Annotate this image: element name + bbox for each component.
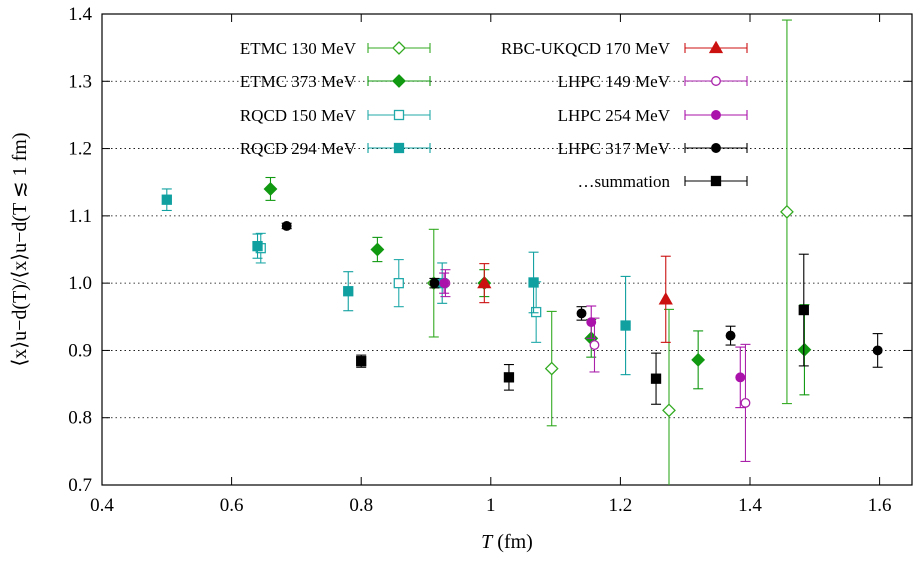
data-point	[477, 275, 492, 289]
data-point	[439, 278, 450, 289]
data-point	[586, 317, 597, 328]
x-tick-label: 1.2	[609, 495, 633, 516]
x-tick-label: 0.8	[349, 495, 373, 516]
legend-marker	[710, 175, 722, 187]
data-point	[780, 204, 794, 219]
y-tick-label: 0.9	[68, 340, 92, 361]
legend-label: ETMC 130 MeV	[240, 39, 357, 58]
data-point	[589, 340, 600, 350]
data-point	[356, 356, 367, 367]
data-point	[370, 242, 385, 257]
plot-frame	[101, 13, 913, 486]
data-point	[252, 240, 263, 252]
data-point	[263, 182, 278, 196]
y-tick-label: 1.4	[68, 4, 92, 25]
series-4	[477, 255, 673, 343]
data-point	[658, 291, 673, 305]
x-axis-label: T (fm)	[481, 531, 533, 553]
legend-marker	[392, 41, 406, 55]
legend-marker	[393, 142, 405, 154]
data-point	[735, 372, 746, 383]
data-point	[429, 278, 440, 289]
y-tick-label: 0.8	[68, 408, 92, 429]
data-point	[528, 277, 539, 288]
legend-item-3: RQCD 294 MeV	[240, 139, 431, 158]
data-point	[740, 397, 751, 408]
data-point	[650, 373, 662, 384]
x-tick-label: 1.6	[868, 495, 892, 516]
data-series	[161, 19, 883, 485]
legend-label: LHPC 317 MeV	[558, 139, 671, 158]
data-point	[620, 320, 631, 331]
data-point	[576, 308, 587, 319]
legend-label: RQCD 150 MeV	[240, 106, 357, 125]
data-point	[662, 403, 676, 418]
x-tick-label: 1	[486, 495, 496, 516]
x-tick-label: 0.4	[90, 495, 114, 516]
data-point	[544, 361, 559, 376]
y-axis-label: ⟨x⟩u−d(T)/⟨x⟩u−d(T ≲ 1 fm)	[9, 132, 31, 366]
data-point	[343, 286, 354, 297]
series-2	[255, 232, 542, 343]
legend-marker	[711, 110, 721, 120]
series-7	[281, 220, 883, 368]
legend-label: LHPC 149 MeV	[558, 72, 671, 91]
legend-label: LHPC 254 MeV	[558, 106, 671, 125]
legend-label: …summation	[577, 172, 670, 191]
x-tick-label: 0.6	[220, 495, 244, 516]
legend-item-1: ETMC 373 MeV	[240, 72, 431, 91]
legend-item-5: LHPC 149 MeV	[558, 72, 748, 91]
data-point	[531, 306, 542, 318]
grid-lines	[102, 80, 912, 419]
legend-item-0: ETMC 130 MeV	[240, 39, 431, 58]
legend-label: ETMC 373 MeV	[240, 72, 357, 91]
x-tick-label: 1.4	[738, 495, 762, 516]
data-point	[872, 345, 883, 356]
legend-marker	[711, 76, 721, 86]
legend: ETMC 130 MeV ETMC 373 MeV RQCD 150 MeV RQCD…	[240, 39, 748, 191]
data-point	[691, 352, 706, 367]
data-point	[798, 304, 809, 316]
data-point	[725, 330, 736, 341]
y-tick-label: 1.0	[68, 273, 92, 294]
y-tick-label: 1.1	[68, 206, 92, 227]
legend-item-7: LHPC 317 MeV	[558, 139, 748, 158]
series-8	[356, 253, 809, 405]
legend-item-8: …summation	[577, 172, 748, 191]
legend-item-6: LHPC 254 MeV	[558, 106, 748, 125]
legend-label: RBC-UKQCD 170 MeV	[501, 39, 671, 58]
y-tick-label: 1.2	[68, 139, 92, 160]
legend-marker	[711, 143, 721, 153]
y-tick-label: 0.7	[68, 475, 92, 496]
data-point	[393, 277, 404, 289]
y-tick-label: 1.3	[68, 71, 92, 92]
data-point	[281, 220, 292, 231]
legend-item-4: RBC-UKQCD 170 MeV	[501, 39, 748, 58]
axis-ticks: 0.4 0.6 0.8 1 1.2 1.4 1.6 0.7 0.8 0.9 1.0 1.1 1.2 1.3…	[68, 4, 912, 516]
legend-marker	[392, 74, 406, 88]
legend-item-2: RQCD 150 MeV	[240, 106, 431, 125]
series-6	[439, 272, 746, 409]
data-point	[161, 194, 172, 205]
data-point	[797, 342, 812, 357]
data-point	[503, 372, 515, 383]
legend-marker	[708, 40, 724, 54]
series-5	[440, 269, 751, 463]
legend-marker	[393, 109, 405, 121]
legend-label: RQCD 294 MeV	[240, 139, 357, 158]
